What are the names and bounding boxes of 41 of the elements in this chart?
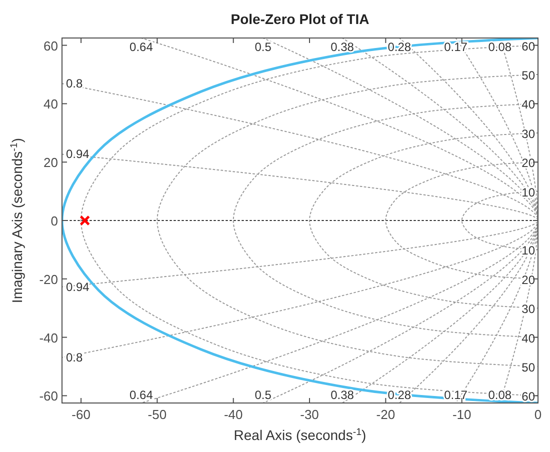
x-tick-label: -50	[148, 407, 167, 422]
text: 10	[522, 244, 535, 258]
text: 0.08	[488, 40, 512, 54]
series-label: 0.8	[66, 350, 84, 364]
text: 0.94	[66, 280, 90, 294]
series-label: 10	[522, 185, 536, 200]
x-tick-label: -20	[376, 407, 396, 422]
y-tick-label: -40	[39, 330, 58, 346]
text: 50	[522, 360, 535, 374]
y-tick-label: 60	[44, 38, 58, 54]
series-label: 0.94	[66, 147, 90, 162]
series-label: 50	[522, 68, 536, 82]
x-tick-label: -30	[300, 407, 319, 422]
text: 20	[522, 272, 535, 287]
text: 0.38	[330, 40, 354, 54]
y-tick-label: 0	[50, 214, 58, 228]
series-label: 20	[522, 156, 536, 170]
text: 0.8	[66, 76, 83, 91]
text: 40	[522, 331, 535, 346]
series-label: 30	[522, 126, 536, 141]
text: 0.64	[130, 388, 153, 402]
y-tick-label: 40	[44, 96, 58, 112]
y-tick-label: 20	[44, 155, 58, 170]
x-tick-label: 0	[534, 407, 542, 422]
series-label: 0.08	[488, 388, 512, 402]
chart-title: Pole-Zero Plot of TIA	[230, 11, 370, 27]
series-label: 0.38	[330, 388, 354, 402]
text: 0.5	[254, 388, 272, 402]
series-label: 0.5	[254, 40, 272, 54]
series-label: 0.17	[444, 40, 468, 54]
series-label: 0.64	[130, 40, 154, 54]
y-tick-label: -20	[39, 272, 58, 287]
x-axis-title: Real Axis (seconds$^{-1}$)	[234, 426, 366, 443]
x-tick-label: -40	[224, 407, 243, 422]
text: 30	[522, 302, 535, 316]
series-label: 60	[522, 39, 536, 54]
x-tick-label: -60	[72, 407, 90, 422]
y-tick-label: -60	[39, 388, 58, 404]
text: 60	[522, 390, 535, 404]
x-tick-label: -10	[452, 407, 472, 422]
series-label: 40	[522, 98, 536, 112]
